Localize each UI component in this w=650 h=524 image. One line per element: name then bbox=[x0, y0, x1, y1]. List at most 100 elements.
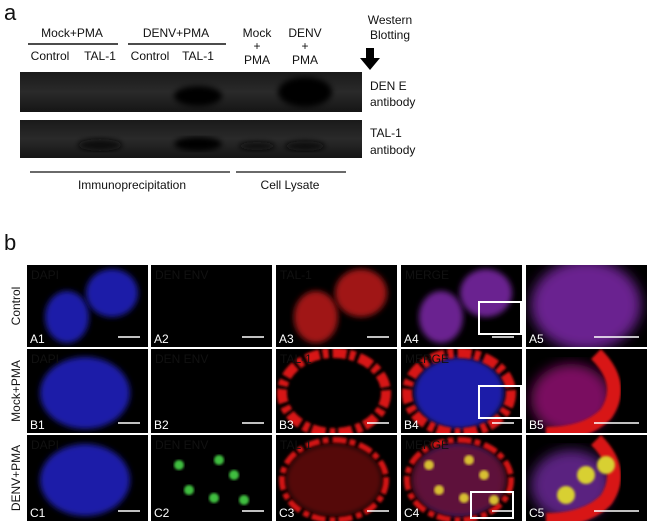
channel-label: MERGE bbox=[405, 268, 449, 282]
image-bg bbox=[151, 265, 272, 347]
nucleus bbox=[45, 291, 89, 343]
section-label: Immunoprecipitation bbox=[78, 178, 186, 192]
channel-label: DAPI bbox=[31, 268, 59, 282]
zoom-box bbox=[470, 491, 514, 519]
image-content bbox=[174, 455, 249, 505]
merge bbox=[419, 291, 463, 343]
antibody-label: antibody bbox=[370, 143, 415, 157]
panel-id: B4 bbox=[404, 418, 419, 432]
micrograph: MERGE B4 bbox=[401, 349, 522, 433]
panel-id: A5 bbox=[529, 332, 544, 346]
image-content bbox=[40, 357, 130, 429]
channel-label: TAL-1 bbox=[280, 352, 312, 366]
panel-id: C4 bbox=[404, 506, 420, 520]
micrograph: TAL-1 C3 bbox=[276, 435, 397, 521]
micrograph: MERGE A4 bbox=[401, 265, 522, 347]
merge bbox=[460, 269, 512, 317]
method-label: Blotting bbox=[370, 28, 410, 42]
panel-id: C5 bbox=[529, 506, 545, 520]
nucleus bbox=[40, 357, 130, 429]
panel-id: A2 bbox=[154, 332, 169, 346]
zoom bbox=[531, 450, 611, 520]
image-content bbox=[531, 349, 621, 433]
image-content bbox=[277, 349, 391, 433]
channel-label: DAPI bbox=[31, 352, 59, 366]
granule bbox=[214, 455, 224, 465]
nucleus bbox=[414, 357, 504, 429]
micrograph: DAPI B1 bbox=[27, 349, 148, 433]
panel-id: B3 bbox=[279, 418, 294, 432]
zoom bbox=[531, 265, 641, 347]
granule bbox=[434, 485, 444, 495]
granule bbox=[577, 466, 595, 484]
micrograph: DEN ENV A2 bbox=[151, 265, 272, 347]
granule bbox=[557, 486, 575, 504]
panel-id: A4 bbox=[404, 332, 419, 346]
method-label: Western bbox=[368, 13, 412, 27]
arrow bbox=[360, 48, 380, 70]
bands bbox=[174, 77, 332, 107]
lane-label: DENV bbox=[288, 26, 321, 40]
cytoplasm bbox=[335, 269, 387, 317]
panel-id: B2 bbox=[154, 418, 169, 432]
granule bbox=[464, 455, 474, 465]
antibody-label: TAL-1 bbox=[370, 126, 402, 140]
lane-label: Mock bbox=[243, 26, 273, 40]
micrograph: DEN ENV B2 bbox=[151, 349, 272, 433]
channel-label: MERGE bbox=[405, 438, 449, 452]
nucleus bbox=[86, 269, 138, 317]
granule bbox=[459, 493, 469, 503]
panel-label: b bbox=[4, 230, 16, 255]
lane-label: TAL-1 bbox=[84, 49, 116, 63]
panel-id: C1 bbox=[30, 506, 46, 520]
row-label: DENV+PMA bbox=[9, 445, 23, 511]
ring bbox=[277, 349, 391, 433]
granule bbox=[489, 495, 499, 505]
cytoplasm bbox=[286, 444, 382, 516]
zoom bbox=[531, 364, 611, 433]
granule bbox=[209, 493, 219, 503]
micrograph: A5 bbox=[526, 265, 647, 347]
lane-label: PMA bbox=[244, 53, 270, 67]
section-label: Cell Lysate bbox=[261, 178, 320, 192]
channel-label: DEN ENV bbox=[155, 268, 208, 282]
panel-id: B1 bbox=[30, 418, 45, 432]
granule bbox=[424, 460, 434, 470]
micrograph: C5 bbox=[526, 435, 647, 521]
ring bbox=[402, 349, 516, 433]
row-label: Mock+PMA bbox=[9, 360, 23, 422]
image-content bbox=[404, 437, 514, 521]
granule bbox=[229, 470, 239, 480]
micrograph: TAL-1 B3 bbox=[276, 349, 397, 433]
micrograph: DAPI C1 bbox=[27, 435, 148, 521]
granule bbox=[597, 456, 615, 474]
image-content bbox=[531, 265, 641, 347]
micrograph: B5 bbox=[526, 349, 647, 433]
row-label: Control bbox=[9, 287, 23, 326]
micrograph: MERGE C4 bbox=[401, 435, 522, 521]
antibody-label: antibody bbox=[370, 95, 415, 109]
antibody-label: DEN E bbox=[370, 79, 407, 93]
lane-label: + bbox=[253, 39, 260, 53]
ring bbox=[404, 437, 514, 521]
panel-label: a bbox=[4, 0, 17, 25]
micrograph: DAPI A1 bbox=[27, 265, 148, 347]
image-content bbox=[294, 269, 387, 343]
image-bg bbox=[151, 435, 272, 521]
image-bg bbox=[151, 349, 272, 433]
lane-label: TAL-1 bbox=[182, 49, 214, 63]
ring bbox=[279, 437, 389, 521]
lane-label: Control bbox=[31, 49, 70, 63]
channel-label: MERGE bbox=[405, 352, 449, 366]
granule bbox=[239, 495, 249, 505]
nucleus bbox=[40, 444, 130, 516]
channel-label: DAPI bbox=[31, 438, 59, 452]
zoom-box bbox=[478, 301, 522, 335]
panel-id: C2 bbox=[154, 506, 170, 520]
panel-id: B5 bbox=[529, 418, 544, 432]
zoom-box bbox=[478, 385, 522, 419]
micrograph: TAL-1 A3 bbox=[276, 265, 397, 347]
panel-id: C3 bbox=[279, 506, 295, 520]
channel-label: TAL-1 bbox=[280, 438, 312, 452]
panel-id: A3 bbox=[279, 332, 294, 346]
